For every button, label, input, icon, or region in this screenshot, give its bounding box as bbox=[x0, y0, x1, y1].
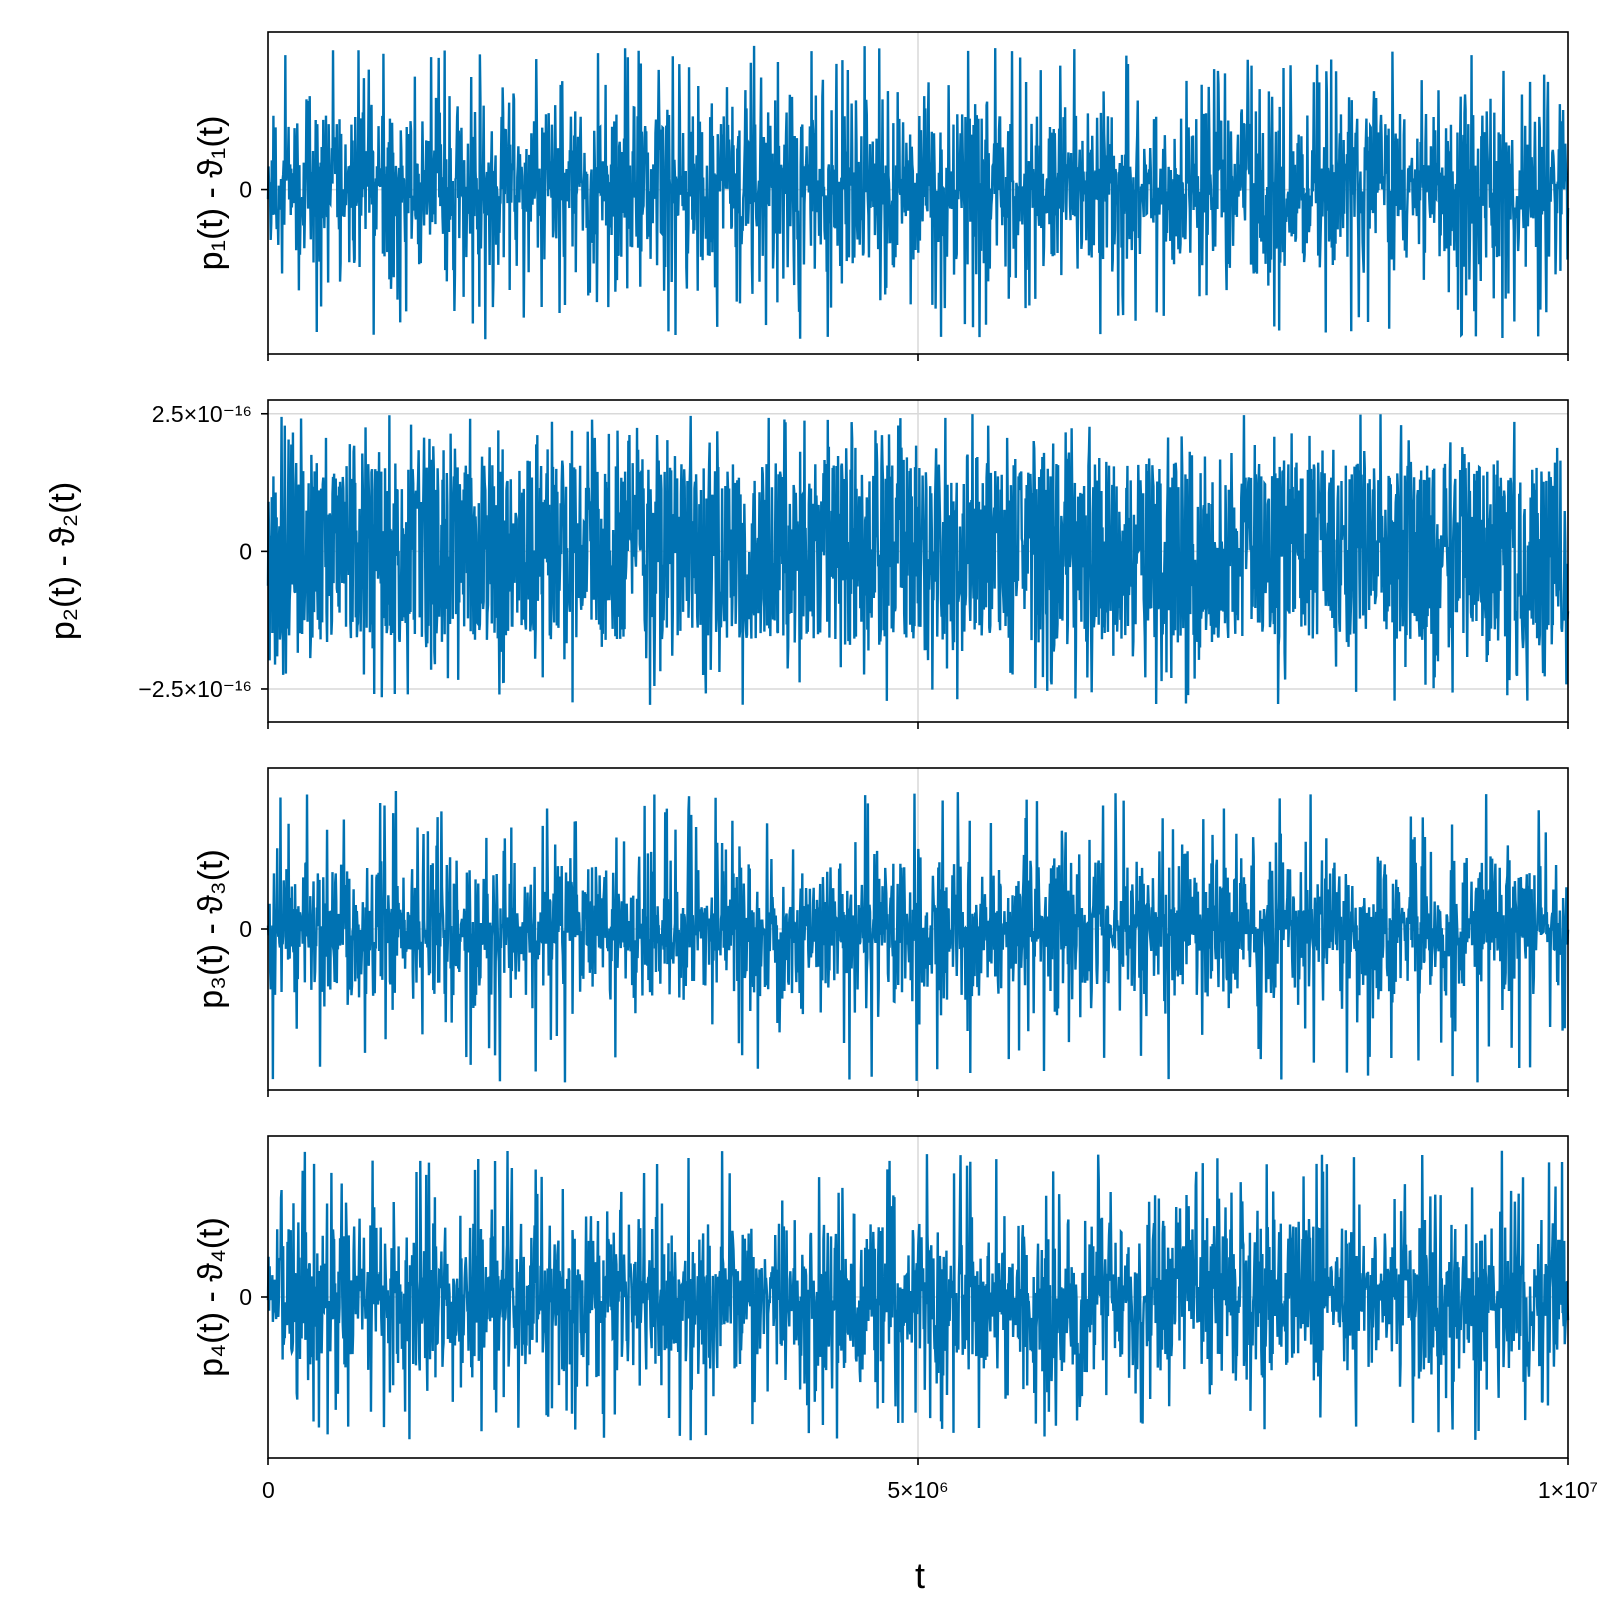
y-axis-label: p₁(t) - ϑ₁(t) bbox=[192, 116, 230, 271]
panel-3: 0 p₃(t) - ϑ₃(t) bbox=[192, 767, 1570, 1097]
y-tick-label: −2.5×10⁻¹⁶ bbox=[138, 676, 252, 702]
panels-container: 0 p₁(t) - ϑ₁(t) 2.5×10⁻¹⁶ 0 −2.5×10⁻¹⁶ p₂(t) … bbox=[44, 31, 1598, 1503]
x-tick-label: 1×10⁷ bbox=[1538, 1477, 1598, 1503]
series-line bbox=[266, 1150, 1570, 1441]
x-axis-label: t bbox=[915, 1555, 925, 1596]
panel-2: 2.5×10⁻¹⁶ 0 −2.5×10⁻¹⁶ p₂(t) - ϑ₂(t) bbox=[44, 399, 1570, 729]
y-axis-label: p₄(t) - ϑ₄(t) bbox=[192, 1217, 230, 1377]
y-axis-label: p₃(t) - ϑ₃(t) bbox=[192, 849, 230, 1009]
x-tick-labels: 0 5×10⁶ 1×10⁷ bbox=[262, 1477, 1598, 1503]
series-line bbox=[266, 45, 1570, 340]
y-tick-label: 0 bbox=[239, 177, 252, 203]
y-tick-label: 0 bbox=[239, 916, 252, 942]
series-line bbox=[266, 791, 1570, 1083]
x-tick-label: 0 bbox=[262, 1477, 275, 1503]
panel-1: 0 p₁(t) - ϑ₁(t) bbox=[192, 31, 1570, 361]
y-tick-label: 0 bbox=[239, 538, 252, 564]
y-tick-label: 0 bbox=[239, 1284, 252, 1310]
x-tick-label: 5×10⁶ bbox=[887, 1477, 948, 1503]
panel-4: 0 p₄(t) - ϑ₄(t) bbox=[192, 1135, 1570, 1465]
series-line bbox=[266, 414, 1570, 705]
y-tick-label: 2.5×10⁻¹⁶ bbox=[152, 401, 252, 427]
y-axis-label: p₂(t) - ϑ₂(t) bbox=[44, 482, 82, 640]
